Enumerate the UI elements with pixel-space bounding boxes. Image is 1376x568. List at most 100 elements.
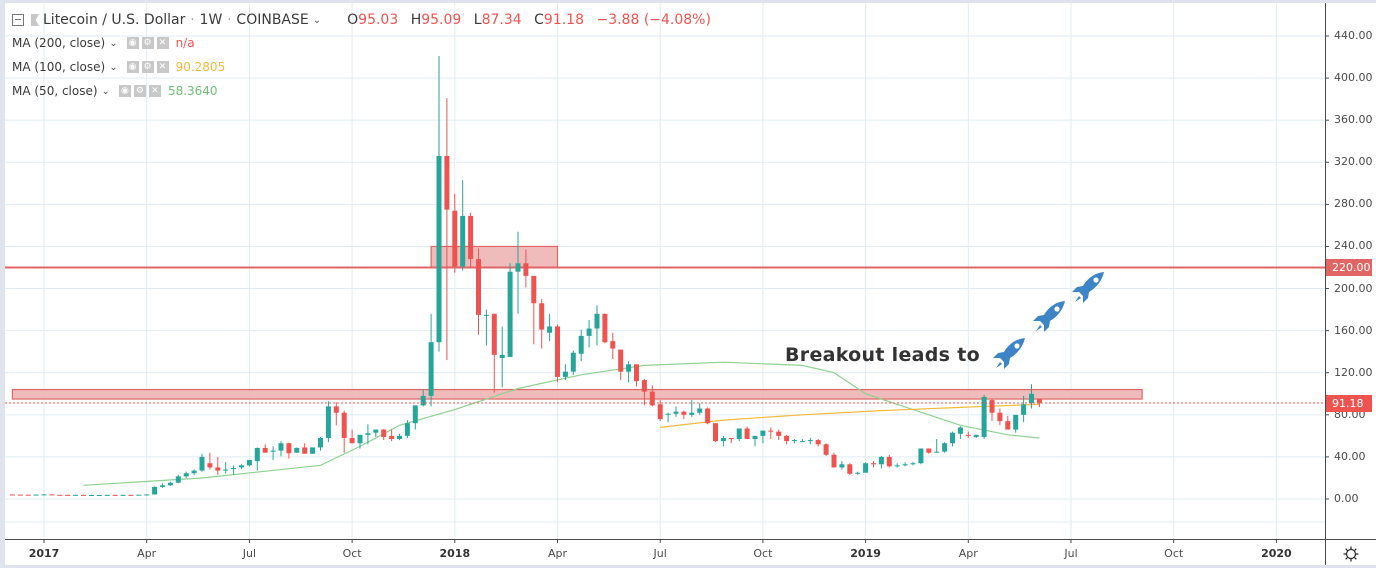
candle[interactable]: [515, 263, 521, 272]
candle[interactable]: [618, 349, 624, 372]
candle[interactable]: [847, 464, 853, 474]
rocket-icon[interactable]: [991, 336, 1031, 372]
candle[interactable]: [17, 494, 23, 496]
candle[interactable]: [389, 435, 395, 440]
candle[interactable]: [310, 447, 316, 454]
candle[interactable]: [318, 437, 323, 448]
candle[interactable]: [191, 470, 197, 474]
visibility-icon[interactable]: ◉: [126, 61, 139, 73]
candle[interactable]: [665, 413, 671, 415]
candle[interactable]: [815, 440, 821, 445]
close-icon[interactable]: ✕: [148, 85, 161, 97]
candle[interactable]: [547, 326, 553, 333]
candle[interactable]: [183, 473, 189, 477]
candle[interactable]: [412, 405, 418, 424]
candle[interactable]: [728, 437, 734, 440]
candle[interactable]: [965, 434, 971, 436]
candle[interactable]: [460, 215, 466, 267]
candle[interactable]: [128, 494, 134, 496]
candle[interactable]: [1013, 414, 1019, 430]
candle[interactable]: [452, 210, 458, 267]
candle[interactable]: [760, 430, 766, 436]
candle[interactable]: [878, 456, 884, 465]
candle[interactable]: [1029, 393, 1034, 404]
candle[interactable]: [41, 494, 47, 496]
candle[interactable]: [871, 463, 876, 465]
resistance-zone[interactable]: [11, 388, 1143, 400]
candle[interactable]: [942, 443, 948, 452]
close-icon[interactable]: ✕: [156, 61, 169, 73]
candle[interactable]: [373, 429, 379, 433]
candle[interactable]: [555, 326, 560, 377]
gear-icon[interactable]: ⚙: [141, 37, 154, 49]
candle[interactable]: [823, 444, 829, 455]
candle[interactable]: [341, 412, 347, 438]
candle[interactable]: [294, 447, 300, 453]
candle[interactable]: [641, 380, 647, 392]
indicator-row[interactable]: MA (100, close) ⌄ ◉ ⚙ ✕ 90.2805: [12, 55, 711, 79]
exchange[interactable]: COINBASE: [236, 12, 309, 28]
candle[interactable]: [886, 456, 892, 467]
candle[interactable]: [713, 423, 718, 442]
candle[interactable]: [610, 341, 616, 349]
chevron-down-icon[interactable]: ⌄: [109, 37, 118, 49]
candle[interactable]: [278, 443, 284, 451]
candle[interactable]: [950, 432, 955, 444]
indicator-label[interactable]: MA (50, close): [12, 84, 98, 98]
candle[interactable]: [81, 494, 86, 496]
candle[interactable]: [325, 406, 331, 438]
flag-icon[interactable]: [31, 14, 39, 26]
annotation-text[interactable]: Breakout leads to: [785, 344, 980, 366]
candle[interactable]: [73, 494, 79, 496]
candle[interactable]: [436, 155, 442, 343]
candle[interactable]: [807, 440, 813, 442]
candle[interactable]: [989, 400, 995, 413]
candle[interactable]: [602, 313, 608, 343]
candle[interactable]: [673, 411, 679, 414]
candle[interactable]: [531, 275, 537, 304]
candle[interactable]: [562, 371, 568, 377]
candle[interactable]: [626, 364, 632, 372]
candle[interactable]: [254, 447, 260, 462]
candle[interactable]: [476, 259, 481, 315]
candle[interactable]: [689, 412, 695, 415]
candle[interactable]: [468, 215, 474, 260]
candle[interactable]: [539, 303, 545, 330]
candle[interactable]: [578, 335, 584, 354]
candle[interactable]: [199, 456, 205, 471]
candle[interactable]: [594, 313, 600, 329]
candle[interactable]: [239, 465, 244, 468]
candle[interactable]: [523, 263, 529, 276]
candle[interactable]: [96, 495, 102, 497]
chevron-down-icon[interactable]: ⌄: [101, 85, 110, 97]
candle[interactable]: [744, 428, 750, 440]
candle[interactable]: [444, 155, 450, 210]
indicator-row[interactable]: MA (50, close) ⌄ ◉ ⚙ ✕ 58.3640: [12, 79, 711, 103]
candle[interactable]: [634, 364, 639, 382]
candle[interactable]: [286, 443, 292, 454]
candle[interactable]: [144, 494, 150, 496]
candle[interactable]: [934, 451, 940, 453]
candle[interactable]: [397, 435, 402, 440]
candle[interactable]: [792, 440, 797, 442]
candle[interactable]: [160, 485, 165, 487]
collapse-legend-icon[interactable]: [12, 14, 24, 26]
candle[interactable]: [365, 433, 371, 435]
rocket-icon[interactable]: [1070, 270, 1110, 306]
candle[interactable]: [136, 494, 142, 496]
candle[interactable]: [175, 476, 181, 483]
candle[interactable]: [720, 437, 726, 442]
candle[interactable]: [736, 428, 742, 440]
candle[interactable]: [167, 482, 173, 486]
candle[interactable]: [104, 494, 110, 496]
candle[interactable]: [831, 454, 837, 468]
candle[interactable]: [262, 447, 268, 453]
candle[interactable]: [507, 271, 513, 357]
candle[interactable]: [697, 408, 703, 413]
visibility-icon[interactable]: ◉: [118, 85, 131, 97]
candle[interactable]: [65, 494, 71, 496]
candle[interactable]: [381, 429, 387, 437]
visibility-icon[interactable]: ◉: [126, 37, 139, 49]
candle[interactable]: [681, 411, 687, 415]
